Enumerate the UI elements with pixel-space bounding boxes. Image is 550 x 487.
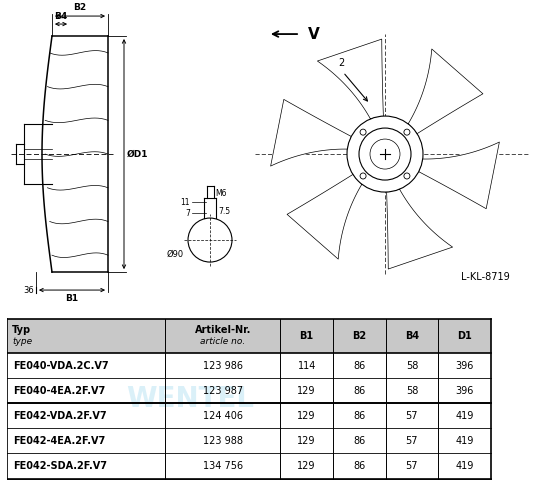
Text: 57: 57 (406, 461, 418, 471)
Text: 58: 58 (406, 386, 418, 396)
Text: FE040-4EA.2F.V7: FE040-4EA.2F.V7 (13, 386, 105, 396)
Text: 58: 58 (406, 361, 418, 371)
Text: article no.: article no. (200, 337, 245, 346)
Text: 57: 57 (406, 436, 418, 446)
Text: Artikel-Nr.: Artikel-Nr. (195, 325, 251, 335)
Text: V: V (308, 27, 320, 41)
Text: 86: 86 (353, 361, 365, 371)
Text: D1: D1 (457, 331, 472, 341)
Text: 11: 11 (180, 198, 190, 206)
Text: 124 406: 124 406 (202, 411, 243, 421)
Text: FE040-VDA.2C.V7: FE040-VDA.2C.V7 (13, 361, 109, 371)
Text: 419: 419 (455, 411, 474, 421)
Text: 7.5: 7.5 (218, 206, 230, 216)
Text: B2: B2 (352, 331, 366, 341)
Polygon shape (408, 49, 483, 133)
Text: 123 988: 123 988 (202, 436, 243, 446)
Text: Typ: Typ (12, 325, 31, 335)
Text: L-KL-8719: L-KL-8719 (461, 272, 510, 282)
Text: 129: 129 (298, 461, 316, 471)
Text: 86: 86 (353, 386, 365, 396)
Text: type: type (12, 337, 32, 346)
Text: 419: 419 (455, 436, 474, 446)
Text: B2: B2 (74, 3, 86, 12)
Polygon shape (317, 39, 383, 119)
Text: Ø90: Ø90 (167, 249, 184, 259)
Text: 86: 86 (353, 411, 365, 421)
Polygon shape (271, 99, 351, 166)
Text: 129: 129 (298, 386, 316, 396)
Text: 2: 2 (338, 58, 344, 68)
Text: 86: 86 (353, 436, 365, 446)
Text: 57: 57 (406, 411, 418, 421)
Text: 129: 129 (298, 411, 316, 421)
Polygon shape (419, 142, 499, 209)
Text: B1: B1 (300, 331, 313, 341)
Text: 396: 396 (455, 386, 474, 396)
Text: 419: 419 (455, 461, 474, 471)
Text: B4: B4 (405, 331, 419, 341)
Text: B4: B4 (54, 12, 68, 21)
Circle shape (347, 116, 423, 192)
Text: FE042-4EA.2F.V7: FE042-4EA.2F.V7 (13, 436, 105, 446)
Text: M6: M6 (216, 188, 227, 198)
Text: 129: 129 (298, 436, 316, 446)
Polygon shape (287, 174, 362, 259)
Text: WENTEL: WENTEL (126, 385, 255, 412)
Bar (7, 318, 491, 353)
Text: 134 756: 134 756 (202, 461, 243, 471)
Text: 114: 114 (298, 361, 316, 371)
Text: 123 986: 123 986 (202, 361, 243, 371)
Text: 86: 86 (353, 461, 365, 471)
Polygon shape (387, 189, 453, 269)
Text: ØD1: ØD1 (127, 150, 148, 159)
Text: FE042-SDA.2F.V7: FE042-SDA.2F.V7 (13, 461, 107, 471)
Text: B1: B1 (65, 294, 79, 303)
Text: 36: 36 (23, 285, 34, 295)
Text: 123 987: 123 987 (202, 386, 243, 396)
Text: FE042-VDA.2F.V7: FE042-VDA.2F.V7 (13, 411, 107, 421)
Text: 7: 7 (185, 208, 190, 218)
Text: 396: 396 (455, 361, 474, 371)
